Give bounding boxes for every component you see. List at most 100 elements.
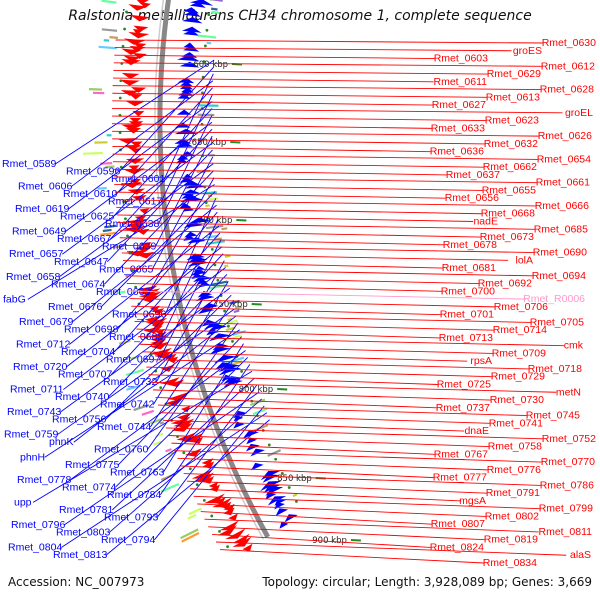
gene-label-text[interactable]: Rmet_0679 — [19, 316, 73, 328]
gene-label-text[interactable]: Rmet_0701 — [440, 309, 494, 321]
gene-label-text[interactable]: Rmet_0725 — [437, 378, 491, 390]
gene-label-right[interactable]: groEL — [112, 107, 593, 119]
gene-label-text[interactable]: Rmet_0778 — [17, 474, 71, 486]
gene-label-left[interactable]: Rmet_0759 — [4, 308, 235, 441]
gene-label-text[interactable]: dnaE — [464, 425, 489, 437]
gene-label-text[interactable]: Rmet_0743 — [7, 406, 61, 418]
gene-label-right[interactable]: Rmet_0611 — [112, 76, 487, 88]
gene-label-right[interactable]: Rmet_0666 — [115, 199, 590, 212]
gene-label-right[interactable]: Rmet_0636 — [112, 146, 484, 158]
gene-label-text[interactable]: Rmet_0685 — [534, 223, 588, 235]
gene-label-text[interactable]: Rmet_0714 — [493, 324, 547, 336]
gene-label-text[interactable]: Rmet_0784 — [107, 489, 161, 501]
gene-label-text[interactable]: Rmet_0712 — [16, 338, 70, 350]
gene-label-text[interactable]: Rmet_0737 — [436, 402, 490, 414]
gene-label-left[interactable]: Rmet_0601 — [111, 73, 214, 185]
gene-label-left[interactable]: Rmet_0743 — [7, 287, 230, 418]
gene-label-text[interactable]: Rmet_0811 — [538, 526, 592, 538]
gene-label-right[interactable]: Rmet_0706 — [129, 298, 548, 313]
gene-label-right[interactable]: Rmet_0633 — [112, 122, 485, 134]
gene-label-text[interactable]: Rmet_0777 — [433, 472, 487, 484]
gene-label-right[interactable]: Rmet_0786 — [183, 473, 594, 492]
gene-label-right[interactable]: Rmet_0819 — [208, 526, 538, 546]
gene-label-text[interactable]: Rmet_0704 — [61, 346, 115, 358]
gene-label-text[interactable]: Rmet_0627 — [432, 99, 486, 111]
gene-label-text[interactable]: Rmet_R0006 — [523, 293, 585, 305]
gene-label-right[interactable]: Rmet_0802 — [197, 503, 539, 522]
gene-label-right[interactable]: Rmet_0725 — [148, 374, 491, 391]
gene-label-text[interactable]: Rmet_0770 — [541, 456, 595, 468]
gene-label-text[interactable]: Rmet_0603 — [434, 53, 488, 65]
gene-label-right[interactable]: nadE — [116, 214, 498, 228]
gene-label-text[interactable]: Rmet_0707 — [58, 369, 112, 381]
gene-label-right[interactable]: Rmet_0662 — [112, 161, 537, 173]
gene-label-text[interactable]: Rmet_0601 — [111, 173, 165, 185]
gene-label-text[interactable]: Rmet_0662 — [483, 161, 537, 173]
gene-label-text[interactable]: Rmet_0799 — [539, 503, 593, 515]
gene-label-text[interactable]: Rmet_0741 — [489, 417, 543, 429]
gene-label-right[interactable]: Rmet_0656 — [114, 191, 499, 204]
gene-label-right[interactable]: Rmet_0709 — [140, 343, 546, 359]
gene-label-text[interactable]: Rmet_0668 — [481, 208, 535, 220]
gene-label-right[interactable]: Rmet_0632 — [112, 138, 538, 150]
gene-label-text[interactable]: Rmet_0626 — [538, 130, 592, 142]
gene-label-text[interactable]: Rmet_0793 — [104, 511, 158, 523]
gene-label-left[interactable]: Rmet_0740 — [55, 274, 228, 403]
gene-label-text[interactable]: Rmet_0775 — [65, 459, 119, 471]
gene-label-right[interactable]: alaS — [216, 541, 591, 561]
gene-label-right[interactable]: Rmet_0673 — [118, 229, 534, 243]
gene-label-text[interactable]: Rmet_0804 — [8, 541, 62, 553]
gene-label-text[interactable]: Rmet_0656 — [445, 192, 499, 204]
gene-label-text[interactable]: groES — [513, 45, 542, 57]
gene-label-right[interactable]: Rmet_0737 — [155, 397, 490, 414]
gene-label-right[interactable]: Rmet_0681 — [122, 260, 496, 275]
gene-label-text[interactable]: metN — [556, 386, 581, 398]
gene-label-left[interactable]: Rmet_0712 — [16, 225, 220, 350]
gene-label-text[interactable]: alaS — [570, 549, 591, 561]
gene-label-text[interactable]: Rmet_0740 — [55, 391, 109, 403]
gene-label-left[interactable]: Rmet_0589 — [2, 59, 215, 170]
gene-label-text[interactable]: Rmet_0752 — [542, 433, 596, 445]
gene-label-text[interactable]: Rmet_0681 — [442, 262, 496, 274]
gene-label-text[interactable]: groEL — [565, 107, 593, 119]
gene-label-text[interactable]: Rmet_0637 — [446, 169, 500, 181]
gene-label-left[interactable]: Rmet_0813 — [53, 419, 270, 561]
gene-label-left[interactable]: Rmet_0742 — [100, 281, 229, 411]
gene-label-text[interactable]: Rmet_0658 — [6, 271, 60, 283]
gene-label-text[interactable]: Rmet_0745 — [526, 410, 580, 422]
gene-label-text[interactable]: Rmet_0694 — [532, 270, 586, 282]
gene-label-text[interactable]: Rmet_0758 — [488, 441, 542, 453]
gene-label-text[interactable]: Rmet_0774 — [62, 481, 116, 493]
gene-label-right[interactable]: Rmet_0745 — [157, 404, 580, 422]
gene-label-right[interactable]: Rmet_0655 — [114, 184, 536, 196]
gene-label-text[interactable]: Rmet_0630 — [542, 37, 596, 49]
gene-label-right[interactable]: cmk — [138, 336, 584, 352]
gene-label-right[interactable]: Rmet_0776 — [177, 457, 541, 476]
gene-label-left[interactable]: phnH — [20, 329, 240, 463]
gene-label-text[interactable]: Rmet_0692 — [478, 278, 532, 290]
gene-label-left[interactable]: phnK — [49, 315, 237, 448]
gene-label-text[interactable]: Rmet_0763 — [110, 466, 164, 478]
gene-label-text[interactable]: Rmet_0673 — [480, 231, 534, 243]
gene-label-text[interactable]: Rmet_0794 — [101, 534, 155, 546]
gene-label-left[interactable]: Rmet_0610 — [63, 87, 213, 200]
gene-label-text[interactable]: Rmet_0690 — [533, 247, 587, 259]
gene-label-text[interactable]: Rmet_0803 — [56, 526, 110, 538]
gene-label-text[interactable]: Rmet_0589 — [2, 158, 56, 170]
gene-label-right[interactable]: metN — [150, 381, 581, 398]
gene-label-right[interactable]: Rmet_0791 — [186, 480, 540, 499]
gene-label-text[interactable]: Rmet_0629 — [487, 68, 541, 80]
gene-label-text[interactable]: Rmet_0623 — [485, 115, 539, 127]
gene-label-right[interactable]: Rmet_0834 — [220, 549, 537, 569]
gene-label-right[interactable]: Rmet_0767 — [171, 442, 488, 460]
gene-label-text[interactable]: Rmet_0700 — [441, 285, 495, 297]
gene-label-text[interactable]: Rmet_0819 — [484, 534, 538, 546]
gene-label-text[interactable]: Rmet_0613 — [486, 91, 540, 103]
gene-label-text[interactable]: Rmet_0667 — [57, 233, 111, 245]
gene-label-right[interactable]: Rmet_0807 — [200, 511, 485, 531]
gene-label-right[interactable]: Rmet_0661 — [113, 176, 590, 189]
gene-label-text[interactable]: Rmet_0802 — [485, 510, 539, 522]
gene-label-left[interactable]: Rmet_0676 — [48, 191, 216, 313]
gene-label-text[interactable]: Rmet_0628 — [540, 84, 594, 96]
gene-label-text[interactable]: Rmet_0596 — [66, 166, 120, 178]
